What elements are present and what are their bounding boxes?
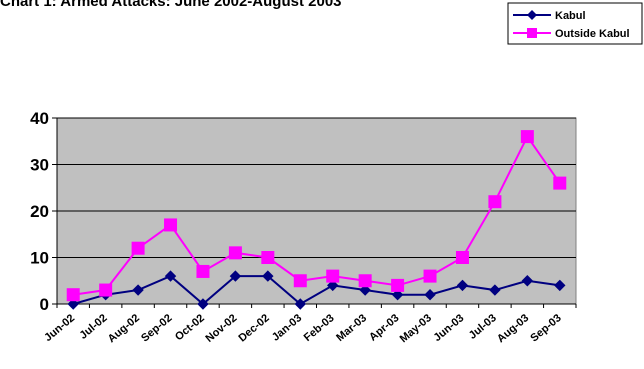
diamond-point [67, 298, 79, 310]
square-point [455, 251, 469, 264]
diamond-point [489, 284, 501, 296]
square-point [164, 218, 178, 232]
diamond-point [456, 279, 469, 292]
y-tick-label: 20 [30, 202, 49, 221]
legend: Kabul Outside Kabul [507, 2, 643, 45]
legend-box [507, 2, 643, 45]
square-point [488, 195, 502, 209]
legend-item: Kabul [513, 10, 586, 22]
y-tick-label: 30 [30, 156, 49, 175]
square-point [391, 278, 405, 292]
x-tick-label: Jan-03 [270, 312, 304, 344]
legend-marker [527, 10, 537, 20]
x-tick-label: Nov-02 [204, 312, 240, 345]
x-tick-label: Sep-02 [139, 312, 174, 344]
x-tick-label: Dec-02 [236, 312, 271, 344]
x-tick-label: Aug-02 [106, 312, 142, 345]
y-axis-ticks: 0 10 20 30 40 [30, 109, 57, 314]
legend-label: Outside Kabul [555, 28, 630, 40]
square-point [293, 274, 307, 288]
x-tick-label: Jun-03 [432, 312, 467, 344]
x-tick-label: May-03 [398, 312, 434, 345]
y-tick-label: 0 [40, 295, 49, 314]
square-point [326, 269, 340, 283]
square-point [66, 288, 80, 302]
x-tick-label: Apr-03 [367, 312, 401, 344]
square-point [553, 176, 567, 190]
x-axis-ticks: Jun-02 Jul-02Aug-02Sep-02Oct-02Nov-02Dec-… [42, 304, 577, 345]
x-tick-label: Jun-02 [42, 312, 77, 344]
square-point [131, 241, 145, 255]
diamond-point [359, 284, 371, 296]
diamond-point [554, 279, 566, 292]
square-point [423, 269, 437, 283]
diamond-point [391, 288, 404, 301]
x-tick-label: Aug-03 [495, 312, 531, 345]
diamond-point [294, 298, 306, 310]
square-point [99, 283, 113, 297]
diamond-point [424, 288, 436, 301]
series-group [66, 130, 567, 310]
diamond-point [164, 270, 177, 282]
x-tick-label: Sep-03 [528, 312, 563, 344]
chart-title: Chart 1: Armed Attacks: June 2002-August… [0, 0, 342, 10]
x-tick-label: Feb-03 [302, 312, 337, 344]
legend-item: Outside Kabul [513, 28, 630, 40]
x-tick-label: Mar-03 [334, 312, 369, 344]
y-tick-label: 10 [30, 249, 49, 268]
x-tick-label: Jul-02 [78, 312, 110, 342]
diamond-point [197, 298, 209, 310]
series-line [73, 134, 561, 296]
x-tick-label: Jul-03 [467, 312, 499, 342]
diamond-point [262, 270, 274, 282]
legend-marker [527, 28, 537, 38]
square-point [261, 251, 275, 264]
square-point [196, 264, 210, 278]
diamond-point [521, 275, 534, 287]
square-point [358, 274, 372, 288]
diamond-point [229, 270, 242, 282]
y-tick-label: 40 [30, 109, 49, 128]
diamond-point [132, 284, 144, 296]
x-tick-label: Oct-02 [173, 312, 207, 343]
series-line [72, 274, 560, 306]
series-outside-kabul [66, 130, 567, 302]
square-point [228, 246, 242, 260]
legend-label: Kabul [555, 10, 586, 22]
square-point [520, 130, 534, 144]
diamond-point [327, 279, 339, 292]
